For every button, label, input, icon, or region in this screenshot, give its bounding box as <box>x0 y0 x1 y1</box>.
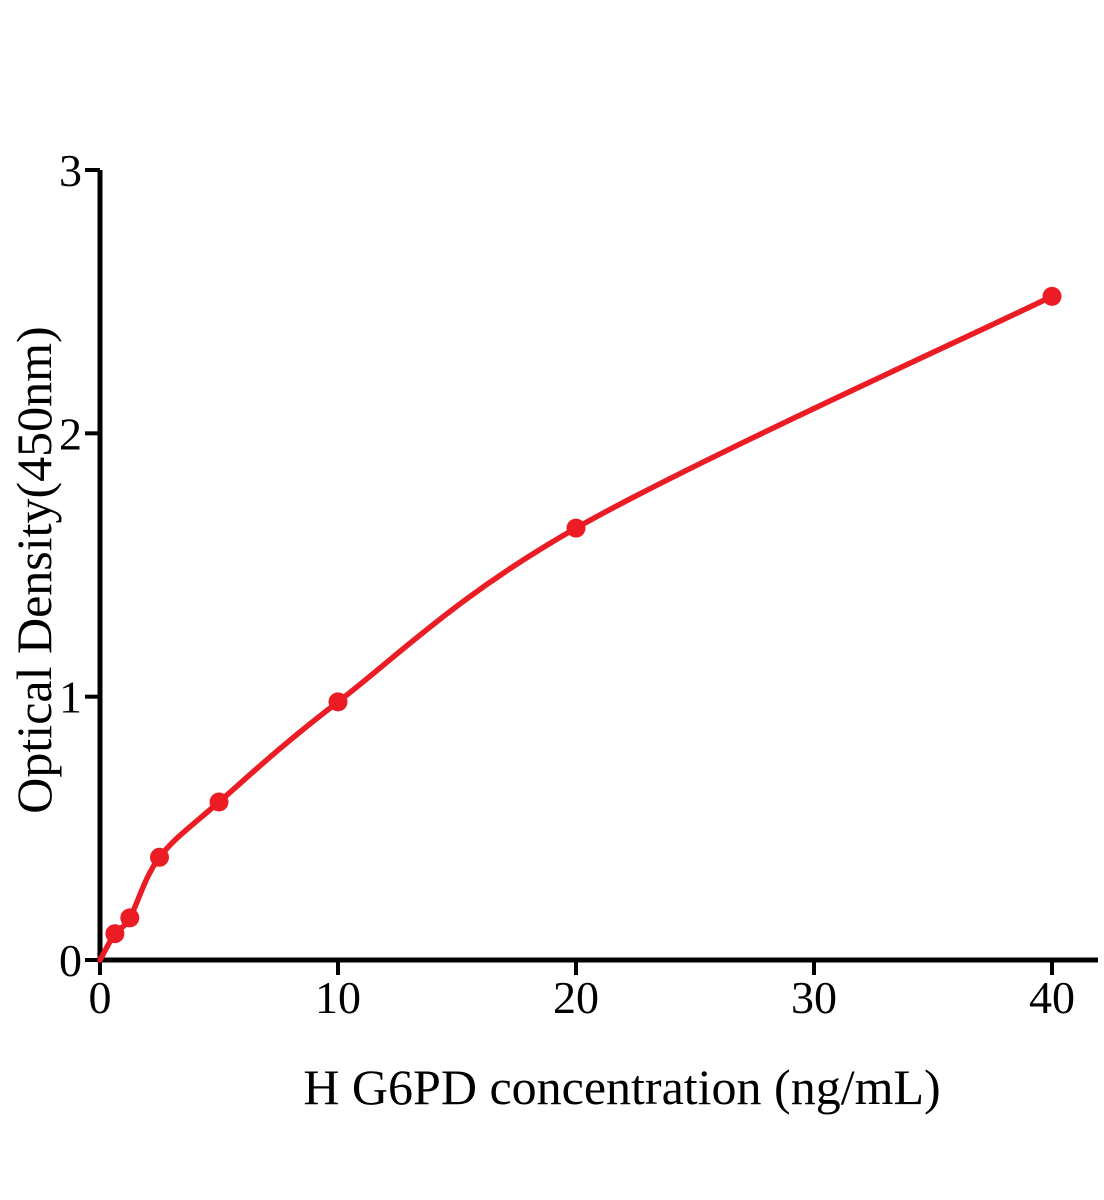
x-tick-label: 30 <box>791 972 837 1023</box>
y-tick-label: 0 <box>59 935 82 986</box>
data-point <box>1042 286 1062 306</box>
data-point <box>105 924 125 944</box>
y-tick-label: 1 <box>59 672 82 723</box>
data-point <box>209 792 229 812</box>
y-axis-title: Optical Density(450nm) <box>6 326 62 814</box>
data-point <box>328 692 348 712</box>
x-axis-title: H G6PD concentration (ng/mL) <box>303 1059 941 1115</box>
y-tick-label: 3 <box>59 145 82 196</box>
x-tick-label: 40 <box>1029 972 1075 1023</box>
x-tick-label: 10 <box>315 972 361 1023</box>
y-tick-label: 2 <box>59 408 82 459</box>
data-point <box>150 847 169 867</box>
data-point <box>566 518 586 538</box>
data-point <box>120 908 140 928</box>
x-tick-label: 20 <box>553 972 599 1023</box>
fit-curve <box>97 293 1055 963</box>
x-tick-label: 0 <box>89 972 112 1023</box>
